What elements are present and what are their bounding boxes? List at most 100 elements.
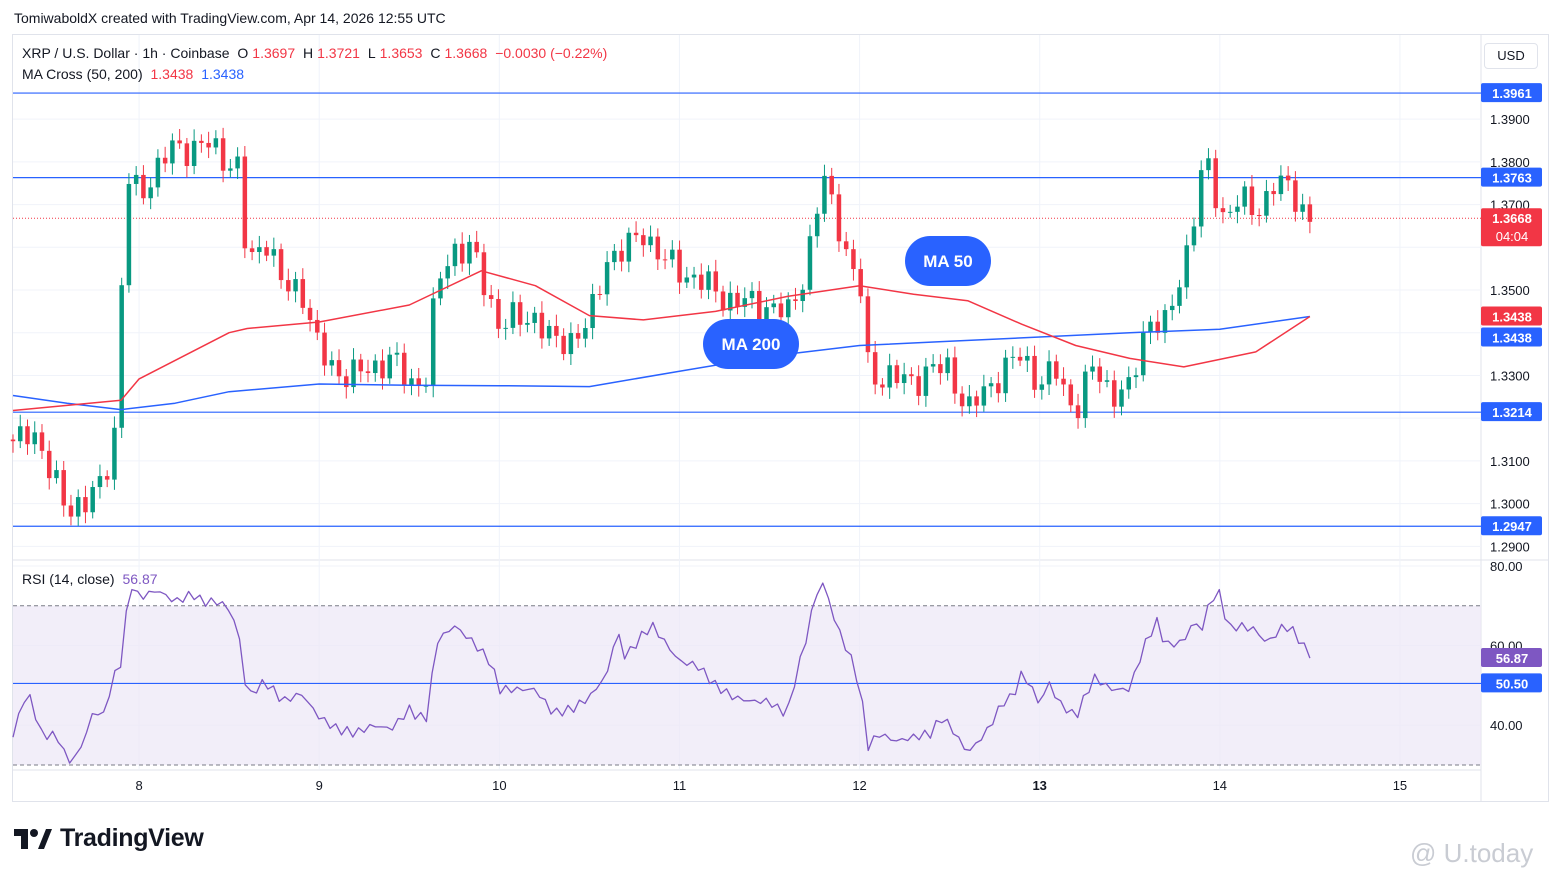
candle-body bbox=[880, 384, 885, 388]
candle-body bbox=[365, 371, 371, 374]
candle-body bbox=[909, 374, 914, 377]
candle-body bbox=[148, 187, 153, 199]
change-value: −0.0030 (−0.22%) bbox=[495, 45, 608, 61]
candle-body bbox=[496, 298, 501, 329]
candle-body bbox=[1148, 321, 1153, 333]
candle-body bbox=[452, 243, 458, 267]
candle-body bbox=[467, 241, 472, 264]
candle-body bbox=[503, 327, 508, 329]
candle-body bbox=[554, 325, 559, 336]
candle-body bbox=[32, 432, 37, 445]
symbol-name[interactable]: XRP / U.S. Dollar · 1h · Coinbase bbox=[22, 45, 230, 61]
candle-body bbox=[662, 259, 668, 261]
candle-body bbox=[373, 360, 378, 374]
candle-body bbox=[597, 294, 603, 296]
candle-body bbox=[112, 427, 117, 480]
candle-body bbox=[61, 470, 66, 506]
candle-body bbox=[633, 232, 639, 236]
candle-body bbox=[945, 357, 950, 374]
candle-body bbox=[699, 274, 704, 290]
candle-body bbox=[822, 175, 827, 214]
candle-body bbox=[39, 432, 45, 451]
candle-body bbox=[1090, 366, 1095, 372]
candle-body bbox=[1025, 355, 1030, 361]
time-axis-tick-label: 11 bbox=[673, 778, 687, 793]
candle-body bbox=[162, 157, 168, 164]
candle-body bbox=[749, 290, 755, 299]
candle-body bbox=[612, 250, 617, 263]
candle-body bbox=[416, 378, 421, 386]
ma-indicator-name[interactable]: MA Cross (50, 200) bbox=[22, 66, 143, 82]
candle-body bbox=[10, 439, 16, 442]
candle-body bbox=[1083, 371, 1088, 419]
candle-body bbox=[1169, 305, 1175, 311]
candle-body bbox=[785, 299, 791, 318]
ma50-axis-label: 1.3438 bbox=[1492, 309, 1532, 324]
bar-countdown-label: 04:04 bbox=[1496, 229, 1529, 244]
candle-body bbox=[126, 183, 132, 286]
candle-body bbox=[1068, 384, 1074, 406]
candle-body bbox=[1227, 211, 1233, 213]
candle-body bbox=[1271, 191, 1276, 195]
candle-body bbox=[1054, 361, 1059, 379]
currency-button[interactable]: USD bbox=[1484, 43, 1538, 69]
candle-body bbox=[409, 378, 414, 386]
candle-body bbox=[1206, 158, 1211, 171]
candle-body bbox=[141, 174, 146, 199]
candle-body bbox=[1242, 186, 1247, 207]
rsi-line[interactable] bbox=[12, 582, 1311, 764]
level-price-label-box bbox=[1481, 516, 1542, 536]
candle-body bbox=[916, 376, 921, 396]
candle-body bbox=[952, 357, 958, 394]
candle-body bbox=[829, 175, 834, 195]
candle-body bbox=[438, 278, 443, 299]
tradingview-logo[interactable]: TradingView bbox=[14, 824, 204, 853]
candle-body bbox=[510, 302, 516, 328]
rsi-indicator-name[interactable]: RSI (14, close) bbox=[22, 571, 115, 587]
candle-body bbox=[228, 168, 233, 171]
ma50-annotation-text: MA 50 bbox=[923, 252, 972, 271]
candle-body bbox=[1010, 356, 1016, 358]
candle-body bbox=[851, 249, 856, 270]
close-value: 1.3668 bbox=[444, 45, 488, 61]
last-price-label: 1.3668 bbox=[1492, 211, 1532, 226]
candle-body bbox=[691, 274, 697, 278]
candle-body bbox=[539, 312, 545, 339]
candle-body bbox=[604, 262, 610, 295]
candle-body bbox=[97, 476, 103, 488]
candle-body bbox=[901, 374, 907, 384]
price-axis-tick-label: 1.2900 bbox=[1490, 539, 1530, 554]
candle-body bbox=[843, 241, 849, 250]
low-label: L bbox=[367, 45, 376, 61]
candle-body bbox=[293, 279, 298, 292]
candle-body bbox=[757, 290, 762, 322]
open-value: 1.3697 bbox=[252, 45, 296, 61]
candle-body bbox=[728, 292, 733, 311]
ma-legend: MA Cross (50, 200) 1.3438 1.3438 bbox=[22, 66, 248, 82]
candle-body bbox=[235, 156, 240, 169]
ma50-annotation-bubble[interactable] bbox=[905, 236, 991, 286]
candle-body bbox=[351, 359, 356, 388]
candle-body bbox=[988, 383, 994, 387]
candle-body bbox=[315, 319, 320, 333]
candle-body bbox=[307, 307, 313, 320]
candle-body bbox=[894, 365, 900, 384]
ma200-axis-label: 1.3438 bbox=[1492, 330, 1532, 345]
candle-body bbox=[1235, 206, 1240, 212]
candle-body bbox=[380, 360, 385, 379]
rsi-legend: RSI (14, close) 56.87 bbox=[22, 571, 162, 587]
candle-body bbox=[220, 138, 226, 171]
time-axis-tick-label: 12 bbox=[852, 778, 866, 793]
ma200-line[interactable] bbox=[12, 315, 1311, 411]
candle-body bbox=[249, 248, 255, 253]
ma200-annotation-bubble[interactable] bbox=[703, 319, 799, 369]
candle-body bbox=[68, 505, 74, 517]
price-axis-tick-label: 1.3900 bbox=[1490, 112, 1530, 127]
ma50-line[interactable] bbox=[12, 270, 1311, 412]
candle-body bbox=[981, 386, 987, 406]
level-price-label-box bbox=[1481, 402, 1542, 422]
candle-body bbox=[83, 497, 88, 513]
candle-body bbox=[344, 376, 349, 388]
candle-body bbox=[677, 249, 682, 283]
